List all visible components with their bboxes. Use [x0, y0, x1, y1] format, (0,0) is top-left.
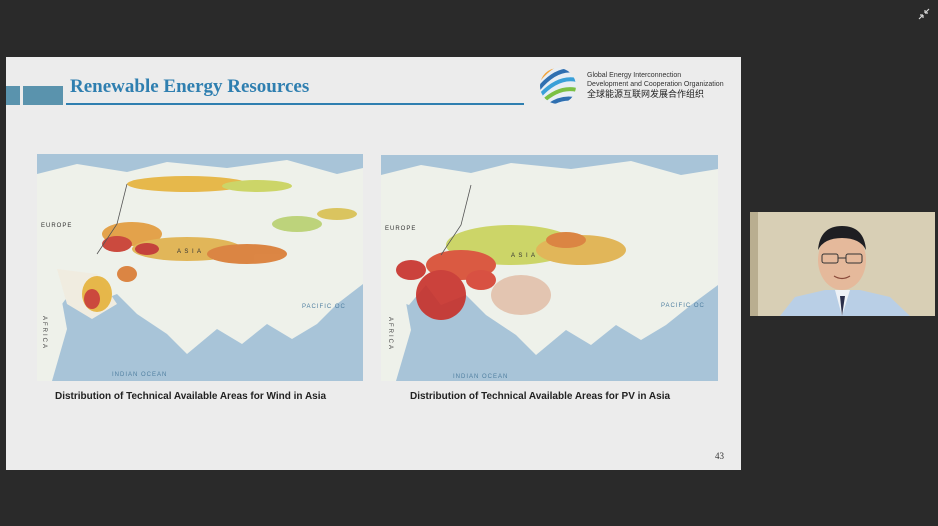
presentation-slide: Renewable Energy Resources Global Energy…: [6, 57, 741, 470]
org-name-en-line2: Development and Cooperation Organization: [587, 81, 724, 88]
participant-avatar: [750, 212, 935, 316]
map-label-pacific: PACIFIC OC: [661, 303, 705, 309]
title-underline: [66, 103, 524, 105]
page-number: 43: [715, 451, 724, 461]
map-label-europe: EUROPE: [385, 226, 417, 232]
map-label-europe: EUROPE: [41, 223, 73, 229]
map-label-asia: A S I A: [177, 249, 203, 255]
participant-video[interactable]: [750, 212, 935, 316]
geidco-logo-icon: [540, 68, 576, 104]
map-label-africa: AFRICA: [41, 316, 47, 351]
title-accent-block: [23, 86, 63, 105]
slide-title: Renewable Energy Resources: [70, 76, 310, 97]
exit-fullscreen-button[interactable]: [914, 4, 934, 24]
pv-map-caption: Distribution of Technical Available Area…: [410, 391, 671, 402]
title-accent-block: [6, 86, 20, 105]
pv-distribution-map: EUROPE A S I A PACIFIC OC INDIAN OCEAN A…: [381, 155, 718, 381]
wind-map-caption: Distribution of Technical Available Area…: [55, 391, 327, 402]
map-label-indian: INDIAN OCEAN: [112, 372, 168, 378]
map-label-indian: INDIAN OCEAN: [453, 374, 509, 380]
wind-distribution-map: EUROPE A S I A PACIFIC OC INDIAN OCEAN A…: [37, 154, 363, 381]
map-label-pacific: PACIFIC OC: [302, 304, 346, 310]
map-label-asia: A S I A: [511, 253, 537, 259]
organization-name: Global Energy Interconnection Developmen…: [587, 71, 724, 99]
org-name-cn: 全球能源互联网发展合作组织: [587, 89, 705, 99]
org-name-en-line1: Global Energy Interconnection: [587, 72, 682, 79]
collapse-icon: [918, 8, 930, 20]
map-label-africa: AFRICA: [387, 317, 393, 352]
